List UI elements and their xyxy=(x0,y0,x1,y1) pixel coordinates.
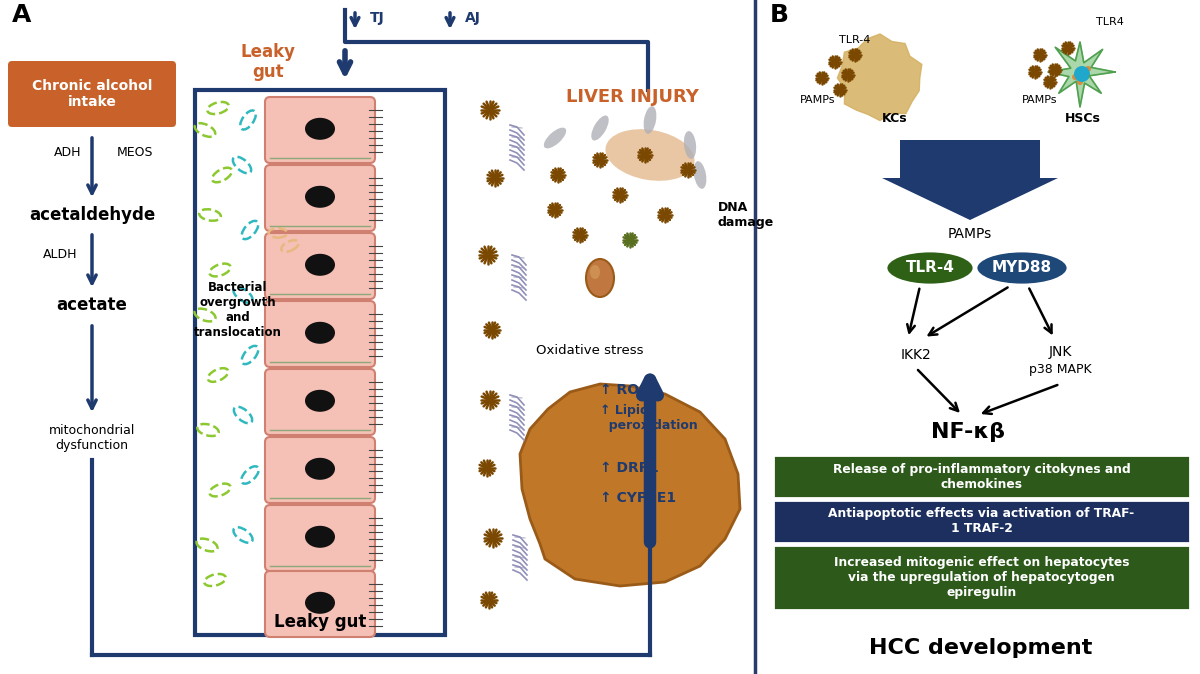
Text: mitochondrial
dysfunction: mitochondrial dysfunction xyxy=(49,424,136,452)
Ellipse shape xyxy=(544,127,566,148)
FancyBboxPatch shape xyxy=(265,165,374,231)
Text: Increased mitogenic effect on hepatocytes
via the upregulation of hepatocytogen
: Increased mitogenic effect on hepatocyte… xyxy=(834,556,1129,599)
Polygon shape xyxy=(838,34,922,121)
Text: B: B xyxy=(770,3,790,27)
Ellipse shape xyxy=(684,131,696,159)
Text: MEOS: MEOS xyxy=(116,146,154,158)
Text: Oxidative stress: Oxidative stress xyxy=(536,344,643,357)
Ellipse shape xyxy=(305,321,335,344)
Ellipse shape xyxy=(305,458,335,480)
Text: TJ: TJ xyxy=(370,11,385,25)
Text: A: A xyxy=(12,3,31,27)
Text: LIVER INJURY: LIVER INJURY xyxy=(565,88,698,106)
Ellipse shape xyxy=(305,186,335,208)
Ellipse shape xyxy=(592,115,608,140)
Text: DNA
damage: DNA damage xyxy=(718,201,774,229)
FancyBboxPatch shape xyxy=(265,233,374,299)
Bar xyxy=(773,545,1190,610)
Ellipse shape xyxy=(305,592,335,614)
Ellipse shape xyxy=(643,106,656,134)
Text: PAMPs: PAMPs xyxy=(948,227,992,241)
Text: Leaky gut: Leaky gut xyxy=(274,613,366,631)
Bar xyxy=(194,90,445,635)
Text: ↑ CYP2E1: ↑ CYP2E1 xyxy=(600,491,676,505)
FancyBboxPatch shape xyxy=(265,571,374,637)
Text: TLR4: TLR4 xyxy=(1096,17,1124,27)
FancyBboxPatch shape xyxy=(265,301,374,367)
Text: Bacterial
overgrowth
and
translocation: Bacterial overgrowth and translocation xyxy=(194,281,282,339)
Ellipse shape xyxy=(1074,66,1090,82)
Text: JNK: JNK xyxy=(1049,345,1072,359)
Text: Chronic alcohol
intake: Chronic alcohol intake xyxy=(32,79,152,109)
Text: MYD88: MYD88 xyxy=(992,260,1052,276)
FancyBboxPatch shape xyxy=(265,369,374,435)
Ellipse shape xyxy=(694,161,707,189)
Text: acetate: acetate xyxy=(56,296,127,314)
Text: TLR-4: TLR-4 xyxy=(906,260,954,276)
Ellipse shape xyxy=(886,251,974,285)
Ellipse shape xyxy=(586,259,614,297)
Text: HSCs: HSCs xyxy=(1066,111,1100,125)
Text: NF-κβ: NF-κβ xyxy=(931,422,1006,442)
Text: Release of pro-inflammatory citokynes and
chemokines: Release of pro-inflammatory citokynes an… xyxy=(833,462,1130,491)
Ellipse shape xyxy=(305,526,335,548)
Polygon shape xyxy=(882,178,1058,220)
Bar xyxy=(773,500,1190,543)
Ellipse shape xyxy=(976,251,1068,285)
Text: ↑ DRP1: ↑ DRP1 xyxy=(600,461,659,475)
Text: PAMPs: PAMPs xyxy=(800,95,835,105)
Ellipse shape xyxy=(606,129,695,181)
FancyBboxPatch shape xyxy=(265,505,374,571)
Ellipse shape xyxy=(1072,74,1078,80)
Text: ↑ Lipid
  peroxidation: ↑ Lipid peroxidation xyxy=(600,404,697,432)
Text: HCC development: HCC development xyxy=(869,638,1093,658)
Text: IKK2: IKK2 xyxy=(901,348,931,362)
Text: PAMPs: PAMPs xyxy=(1022,95,1057,105)
Ellipse shape xyxy=(1078,79,1084,85)
Text: ADH: ADH xyxy=(54,146,82,158)
Ellipse shape xyxy=(305,118,335,140)
Text: p38 MAPK: p38 MAPK xyxy=(1028,363,1091,377)
FancyBboxPatch shape xyxy=(265,437,374,503)
FancyBboxPatch shape xyxy=(265,97,374,163)
Text: KCs: KCs xyxy=(882,111,908,125)
Bar xyxy=(773,455,1190,498)
Text: Leaky
gut: Leaky gut xyxy=(240,42,295,82)
Text: ALDH: ALDH xyxy=(43,249,77,262)
Ellipse shape xyxy=(1085,66,1091,72)
Polygon shape xyxy=(520,384,740,586)
Text: AJ: AJ xyxy=(466,11,481,25)
Ellipse shape xyxy=(590,265,600,279)
Text: ↑ ROS: ↑ ROS xyxy=(600,383,649,397)
Text: acetaldehyde: acetaldehyde xyxy=(29,206,155,224)
Polygon shape xyxy=(1048,42,1115,107)
Text: TLR-4: TLR-4 xyxy=(839,35,871,45)
Ellipse shape xyxy=(305,390,335,412)
Ellipse shape xyxy=(305,254,335,276)
Bar xyxy=(900,140,1040,178)
Text: Antiapoptotic effects via activation of TRAF-
1 TRAF-2: Antiapoptotic effects via activation of … xyxy=(828,508,1134,536)
FancyBboxPatch shape xyxy=(8,61,176,127)
